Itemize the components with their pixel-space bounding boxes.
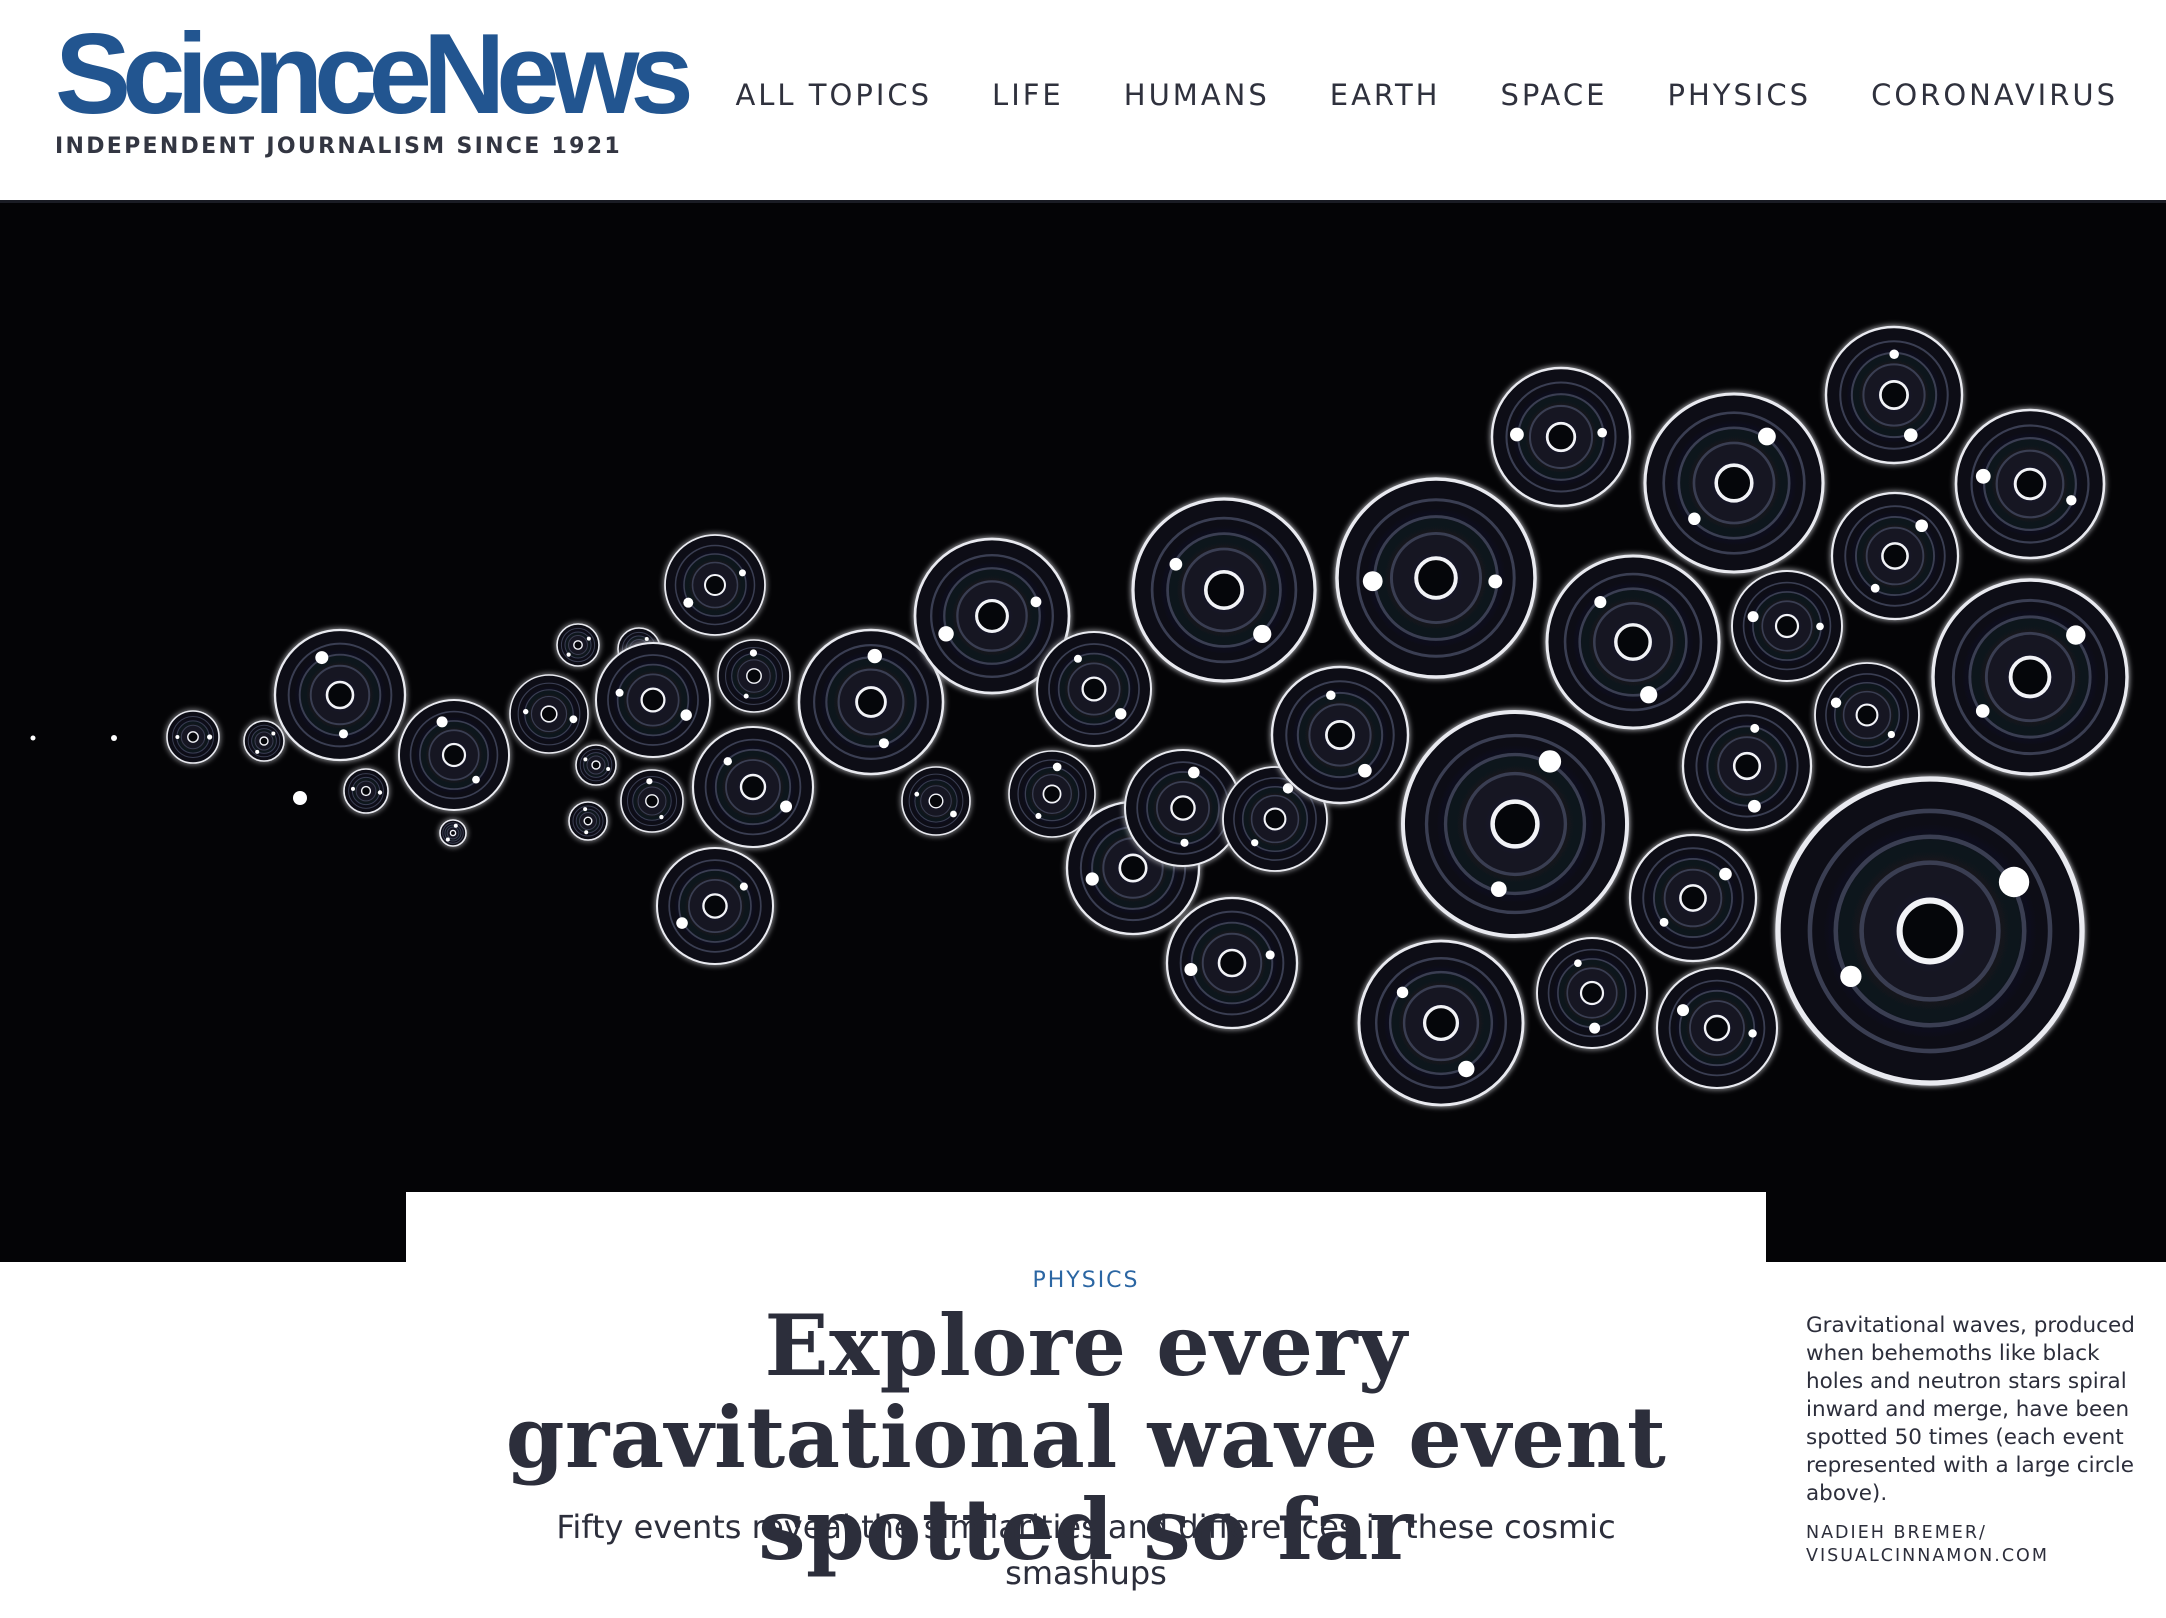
event-circle [1036,631,1152,747]
hero-illustration [0,200,2166,1262]
event-circle [620,769,684,833]
event-circle [913,537,1071,695]
events-layer [30,325,2129,1107]
credit-line-2: VISUALCINNAMON.COM [1806,1546,2049,1566]
event-circle [243,720,285,762]
event-circle [575,744,617,786]
event-circle [1655,966,1779,1090]
image-caption: Gravitational waves, produced when behem… [1806,1312,2136,1568]
nav-item-physics[interactable]: PHYSICS [1667,78,1812,112]
event-circle [398,699,510,811]
nav-item-space[interactable]: SPACE [1500,78,1608,112]
header-divider [0,200,2166,203]
event-circle [1270,665,1410,805]
event-circle [1222,766,1328,872]
image-credit: NADIEH BREMER/ VISUALCINNAMON.COM [1806,1522,2136,1568]
event-circle [1775,776,2085,1086]
event-circle [717,639,791,713]
event-circle [1008,750,1096,838]
site-header: ScienceNews INDEPENDENT JOURNALISM SINCE… [0,0,2166,200]
gravitational-wave-events-graphic [30,325,2129,1107]
event-circle [1131,497,1317,683]
site-tagline: INDEPENDENT JOURNALISM SINCE 1921 [55,134,622,159]
nav-item-earth[interactable]: EARTH [1329,78,1441,112]
event-circle [1954,408,2106,560]
event-circle [1814,662,1920,768]
event-circle [1165,896,1299,1030]
event-circle [1681,700,1813,832]
event-circle [1731,570,1843,682]
event-circle [1401,710,1629,938]
event-dot [111,735,117,741]
event-circle [1536,937,1648,1049]
event-circle [273,628,407,762]
logo-wordmark: ScienceNews [55,11,694,138]
event-circle [166,710,220,764]
event-circle [1357,939,1525,1107]
main-nav: ALL TOPICS LIFE HUMANS EARTH SPACE PHYSI… [735,78,2118,112]
event-circle [797,628,945,776]
event-dot [30,735,36,741]
event-circle [1830,491,1960,621]
event-circle [1824,325,1964,465]
event-circle [691,725,815,849]
event-circle [1490,366,1632,508]
event-circle [1643,392,1825,574]
event-circle [509,674,589,754]
event-circle [568,801,608,841]
nav-item-coronavirus[interactable]: CORONAVIRUS [1871,78,2118,112]
event-circle [595,642,711,758]
caption-text: Gravitational waves, produced when behem… [1806,1313,2135,1506]
article-category[interactable]: PHYSICS [1032,1268,1140,1293]
event-circle [439,819,467,847]
article-subheadline: Fifty events reveal the similarities and… [556,1508,1616,1592]
event-circle [901,766,971,836]
nav-item-all-topics[interactable]: ALL TOPICS [735,78,933,112]
event-dot [293,791,307,805]
event-circle [343,768,389,814]
nav-item-humans[interactable]: HUMANS [1123,78,1270,112]
credit-line-1: NADIEH BREMER/ [1806,1523,1987,1543]
event-circle [655,846,775,966]
nav-item-life[interactable]: LIFE [992,78,1064,112]
event-circle [1545,554,1721,730]
event-circle [556,623,600,667]
event-circle [664,534,766,636]
event-circle [1628,833,1758,963]
event-circle [1335,477,1537,679]
site-logo[interactable]: ScienceNews INDEPENDENT JOURNALISM SINCE… [55,11,694,160]
article-headline: Explore every gravitational wave event s… [505,1296,1667,1579]
article-card: PHYSICS Explore every gravitational wave… [406,1192,1766,1618]
event-circle [1931,578,2129,776]
